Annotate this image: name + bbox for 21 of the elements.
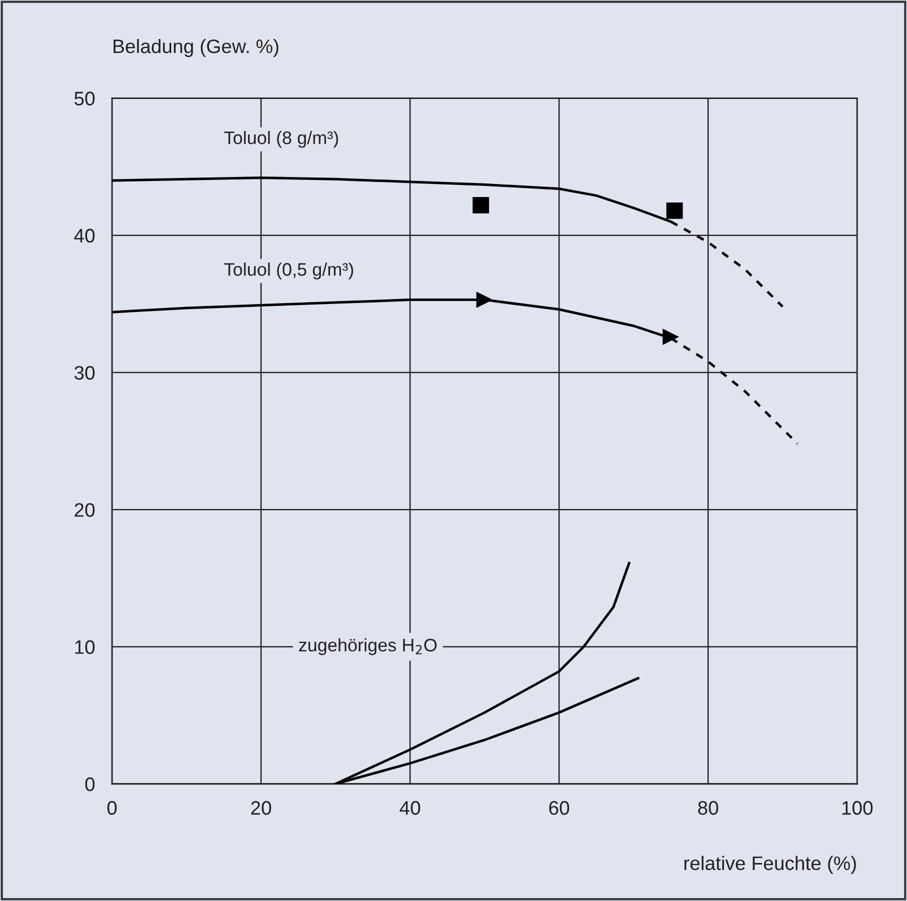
x-tick-label: 100 [842, 801, 873, 815]
x-tick-label: 60 [549, 801, 570, 815]
series-label: Toluol (0,5 g/m³) [224, 262, 354, 280]
series-label: Toluol (8 g/m³) [224, 130, 338, 148]
annotation: zugehöriges H$_{2}$O [299, 638, 437, 656]
y-tick-label: 50 [74, 92, 95, 106]
y-tick-label: 30 [74, 366, 95, 380]
point [476, 292, 493, 308]
point [472, 196, 490, 214]
y-axis-title: Beladung (Gew. %) [114, 38, 278, 58]
y-tick-label: 10 [75, 640, 95, 654]
point [662, 328, 680, 346]
x-tick-label: 0 [107, 801, 117, 815]
x-axis-title: relative Feuchte (%) [684, 856, 856, 874]
y-tick-label: 0 [85, 777, 95, 792]
point [666, 202, 683, 219]
y-tick-label: 20 [74, 503, 95, 517]
x-tick-label: 80 [698, 801, 718, 815]
x-tick-label: 40 [400, 801, 420, 815]
y-tick-label: 40 [74, 228, 95, 243]
x-tick-label: 20 [251, 801, 272, 815]
